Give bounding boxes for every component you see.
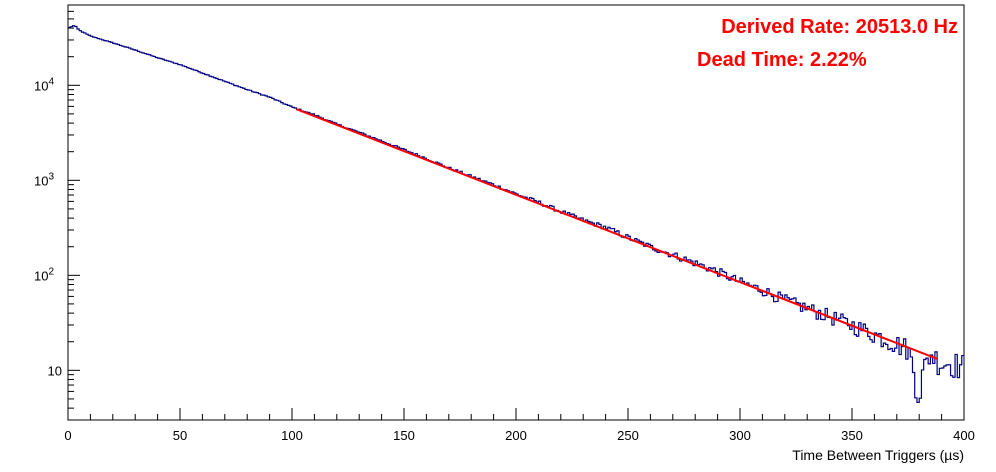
y-tick-label: 104 <box>34 76 54 93</box>
x-tick-label: 400 <box>953 428 975 443</box>
x-tick-label: 200 <box>505 428 527 443</box>
annotation-derived-rate: Derived Rate: 20513.0 Hz <box>721 16 958 38</box>
minor-ticks <box>67 4 965 421</box>
x-tick-labels: 0 50 100 150 200 250 300 350 400 <box>64 428 974 443</box>
x-tick-label: 100 <box>281 428 303 443</box>
y-tick-label: 103 <box>34 171 54 188</box>
x-tick-label: 0 <box>64 428 71 443</box>
x-tick-label: 300 <box>729 428 751 443</box>
x-tick-label: 350 <box>841 428 863 443</box>
plot-frame <box>67 4 965 421</box>
x-tick-label: 250 <box>617 428 639 443</box>
fit-line <box>296 108 938 360</box>
y-tick-label: 102 <box>34 266 54 283</box>
y-tick-labels: 10 102 103 104 <box>34 76 62 378</box>
x-tick-label: 50 <box>173 428 187 443</box>
x-tick-label: 150 <box>393 428 415 443</box>
annotation-dead-time: Dead Time: 2.22% <box>697 49 867 71</box>
x-axis-title: Time Between Triggers (µs) <box>792 447 964 463</box>
y-tick-label: 10 <box>48 363 62 378</box>
